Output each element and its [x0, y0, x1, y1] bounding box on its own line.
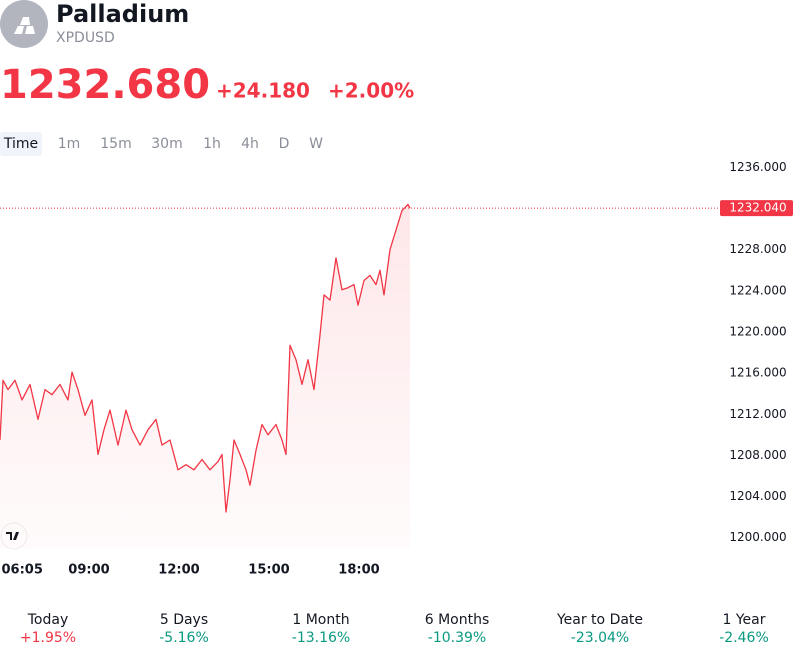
area-fill	[0, 204, 410, 548]
interval-button[interactable]: Time	[3, 136, 38, 152]
last-price-box	[720, 200, 793, 217]
performance-change: -23.04%	[571, 630, 629, 646]
interval-button[interactable]: 15m	[100, 136, 131, 152]
x-tick-label: 15:00	[248, 563, 289, 578]
performance-change: -2.46%	[719, 630, 769, 646]
last-price-label: 1232.040	[729, 201, 786, 215]
interval-button[interactable]: D	[279, 136, 290, 152]
symbol: XPDUSD	[56, 30, 115, 46]
x-tick-label: 12:00	[158, 563, 199, 578]
x-tick-label: 09:00	[68, 563, 109, 578]
performance-period[interactable]: Today	[27, 612, 69, 628]
y-tick-label: 1228.000	[729, 242, 786, 256]
performance-period[interactable]: Year to Date	[556, 612, 643, 628]
y-tick-label: 1212.000	[729, 407, 786, 421]
change-pct: +2.00%	[328, 79, 414, 103]
y-tick-label: 1204.000	[729, 489, 786, 503]
interval-button[interactable]: 1m	[58, 136, 81, 152]
title: Palladium	[56, 0, 189, 28]
price: 1232.680	[0, 62, 210, 108]
interval-button[interactable]: 4h	[241, 136, 259, 152]
interval-button[interactable]: 1h	[203, 136, 221, 152]
performance-change: -13.16%	[292, 630, 350, 646]
performance-period[interactable]: 5 Days	[160, 612, 208, 628]
interval-button[interactable]: W	[309, 136, 323, 152]
performance-period[interactable]: 6 Months	[425, 612, 490, 628]
performance-change: -10.39%	[428, 630, 486, 646]
x-tick-label: 06:05	[2, 563, 43, 578]
y-tick-label: 1216.000	[729, 366, 786, 380]
y-tick-label: 1224.000	[729, 283, 786, 297]
symbol-icon	[0, 0, 48, 48]
performance-period[interactable]: 1 Year	[723, 612, 766, 628]
change: +24.180	[216, 79, 310, 103]
y-tick-label: 1200.000	[729, 530, 786, 544]
y-tick-label: 1236.000	[729, 160, 786, 174]
performance-change: +1.95%	[20, 630, 76, 646]
price-line	[0, 203, 411, 513]
y-tick-label: 1220.000	[729, 324, 786, 338]
performance-period[interactable]: 1 Month	[292, 612, 349, 628]
interval-active-bg	[0, 132, 42, 156]
x-tick-label: 18:00	[338, 563, 379, 578]
interval-button[interactable]: 30m	[151, 136, 182, 152]
performance-change: -5.16%	[159, 630, 209, 646]
y-tick-label: 1208.000	[729, 448, 786, 462]
